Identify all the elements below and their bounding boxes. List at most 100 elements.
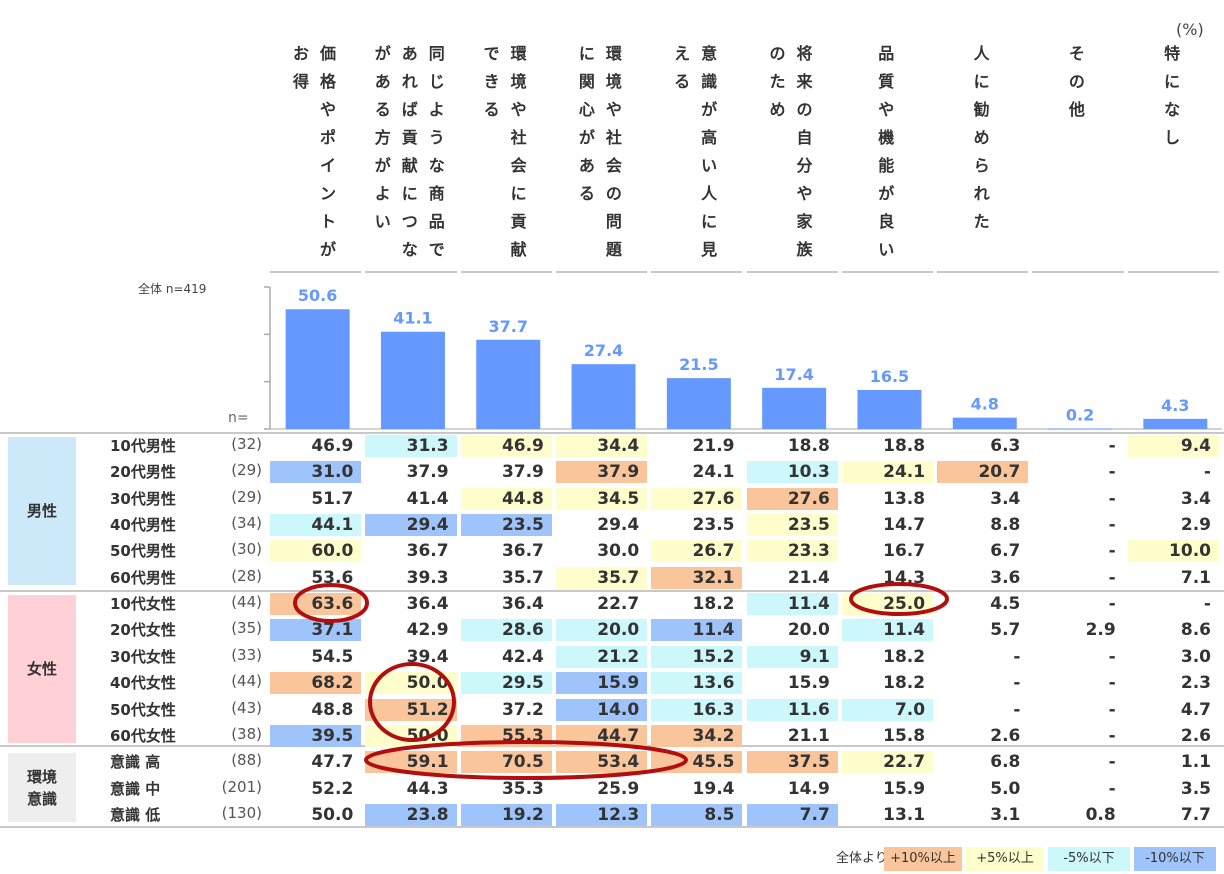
header-underline [460,271,552,273]
table-cell: 2.9 [1085,620,1116,641]
group-label: 男性 [8,437,76,586]
table-cell: - [1108,752,1116,773]
table-cell: 37.2 [501,699,544,720]
table-cell: - [1108,778,1116,799]
table-cell: 48.8 [311,699,354,720]
row-label: 10代男性 [110,437,176,455]
table-cell: 23.3 [746,540,838,563]
table-cell: - [1203,594,1211,615]
table-cell: 50.0 [311,804,354,825]
header-underline [937,271,1029,273]
header-underline [841,271,934,273]
table-cell: 3.5 [1180,778,1211,799]
table-cell: 37.1 [270,619,362,642]
table-cell: 3.4 [990,488,1021,509]
table-cell: 51.7 [311,488,354,509]
table-cell: 25.0 [841,593,934,616]
column-header: 品質や機能が良い [844,40,930,268]
table-cell: 25.9 [597,778,640,799]
table-cell: 6.7 [990,541,1021,562]
column-header-line: に関心がある [578,44,595,203]
table-cell: 6.3 [990,436,1021,456]
row-label: 30代男性 [110,489,176,508]
table-cell: 44.8 [460,487,552,510]
table-cell: 13.6 [651,672,743,695]
table-cell: 18.8 [883,436,926,456]
table-cell: 27.6 [746,487,838,510]
table-cell: 21.1 [787,725,830,746]
table-cell: - [1108,436,1116,456]
table-cell: 23.5 [460,514,552,537]
row-label: 意識 高 [110,753,161,772]
table-cell: 54.5 [311,646,354,667]
table-cell: 12.3 [555,803,648,826]
table-cell: 23.5 [692,515,735,536]
table-cell: 36.7 [406,541,449,562]
table-cell: 7.7 [746,803,838,826]
table-cell: 0.8 [1085,804,1116,825]
table-cell: 23.5 [746,514,838,537]
table-cell: 8.5 [651,803,743,826]
table-cell: 14.3 [883,567,926,588]
table-cell: 44.3 [406,778,449,799]
table-cell: 13.8 [883,488,926,509]
table-cell: 1.1 [1180,752,1211,773]
table-cell: 13.1 [883,804,926,825]
table-cell: 59.1 [365,751,457,774]
table-cell: 35.7 [501,567,544,588]
table-cell: 53.4 [555,751,648,774]
table-cell: 51.2 [365,698,457,721]
table-cell: 20.0 [787,620,830,641]
table-cell: 70.5 [460,751,552,774]
table-cell: 21.2 [555,645,648,668]
table-cell: 29.4 [365,514,457,537]
column-header-line: お得 [292,44,309,91]
table-cell: 37.5 [746,751,838,774]
bar [952,417,1017,429]
table-cell: 2.6 [990,725,1021,746]
table-cell: 34.2 [651,724,743,747]
bar-value-label: 27.4 [584,341,623,360]
column-header: がある方がよいあれば貢献につな同じような商品で [367,40,453,268]
bar [762,387,827,429]
table-cell: 47.7 [311,752,354,773]
column-header-line: がある方がよい [374,44,391,231]
table-cell: 14.7 [883,515,926,536]
table-cell: 34.4 [555,435,648,457]
bar [857,389,922,429]
row-n: (88) [231,751,262,770]
table-cell: 11.4 [841,619,934,642]
column-header-line: 価格やポイントが [319,44,336,259]
table-cell: 11.6 [746,698,838,721]
row-n: (29) [231,487,262,506]
table-cell: 36.4 [406,594,449,615]
row-n: (32) [231,435,262,453]
table-cell: 19.4 [692,778,735,799]
table-cell: 7.7 [1180,804,1211,825]
bar [1048,428,1113,430]
table-cell: 16.3 [651,698,743,721]
table-cell: 18.8 [787,436,830,456]
row-n: (201) [221,777,262,796]
row-n: (28) [231,566,262,585]
group-label: 女性 [8,595,76,744]
table-cell: 22.7 [597,594,640,615]
table-cell: 68.2 [270,672,362,695]
table-cell: 16.7 [883,541,926,562]
table-cell: 46.9 [460,435,552,457]
table-cell: 37.9 [555,461,648,484]
table-cell: 55.3 [460,724,552,747]
table-cell: 2.9 [1180,515,1211,536]
header-underline [1127,271,1219,273]
table-cell: 26.7 [651,540,743,563]
table-cell: 52.2 [311,778,354,799]
table-cell: 8.8 [990,515,1021,536]
table-cell: - [1108,725,1116,746]
column-header: 人に勧められた [939,40,1025,268]
table-cell: 15.9 [787,673,830,694]
header-underline [651,271,743,273]
table-cell: - [1013,699,1021,720]
table-cell: 37.9 [406,462,449,483]
table-cell: 42.9 [406,620,449,641]
header-underline [746,271,838,273]
